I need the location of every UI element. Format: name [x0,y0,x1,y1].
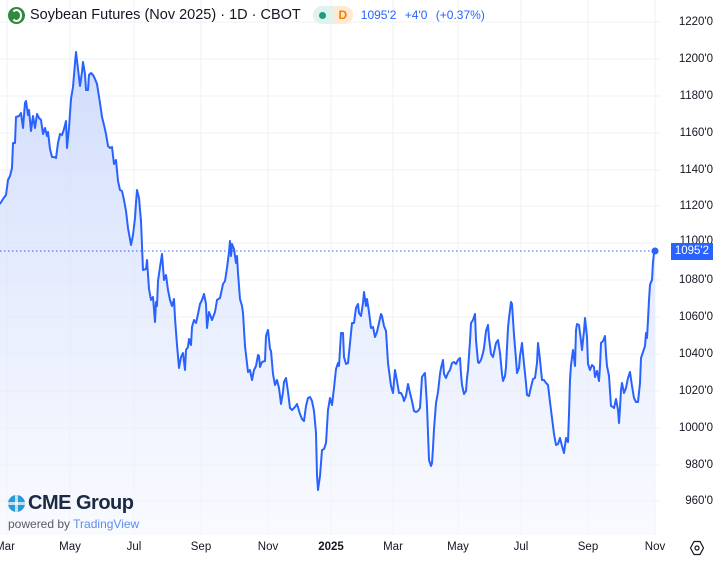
delay-badge: D [332,6,353,24]
price-label: 1160'0 [679,127,713,139]
price-label: 1140'0 [679,164,713,176]
quote-summary: 1095'2 +4'0 (+0.37%) [361,8,490,22]
last-price: 1095'2 [360,8,397,22]
time-label: Nov [644,541,666,553]
market-open-icon [312,6,333,24]
time-label-year: 2025 [318,541,344,553]
price-line [0,51,656,491]
price-label: 1020'0 [678,385,713,397]
last-price-dot [651,247,659,255]
price-label: 1200'0 [678,53,713,65]
price-area [0,52,655,535]
price-label: 1040'0 [678,348,713,360]
time-label: Mar [0,541,15,553]
powered-by-text: powered by TradingView [8,517,140,531]
price-label: 1060'0 [678,311,713,323]
price-label: 1220'0 [678,16,713,28]
price-label: 960'0 [685,495,713,507]
globe-icon [8,495,25,512]
price-change: +4'0 [404,8,428,22]
time-label: May [447,541,469,553]
price-label: 1180'0 [679,90,713,102]
price-label: 1120'0 [679,200,713,212]
time-label: Sep [190,541,212,553]
tradingview-link[interactable]: TradingView [73,517,140,531]
price-change-pct: (+0.37%) [435,8,485,22]
time-label: Jul [126,541,142,553]
cme-group-logo: CME Group [28,492,134,514]
branding[interactable]: CME Group powered by TradingView [8,492,139,531]
chart-header: Soybean Futures (Nov 2025) · 1D · CBOT D… [8,5,490,25]
soybean-logo-icon [8,6,25,24]
price-label: 1000'0 [678,422,713,434]
time-label: Nov [257,541,279,553]
settings-gear-icon[interactable] [689,540,705,556]
time-label: Mar [383,541,403,553]
price-label: 1080'0 [678,274,713,286]
price-label: 980'0 [685,459,713,471]
time-label: Jul [513,541,529,553]
symbol-title[interactable]: Soybean Futures (Nov 2025) · 1D · CBOT [30,7,301,23]
time-label: Sep [577,541,599,553]
current-price-tag: 1095'2 [670,243,713,260]
time-label: May [59,541,81,553]
market-status-pill[interactable]: D [312,6,353,24]
